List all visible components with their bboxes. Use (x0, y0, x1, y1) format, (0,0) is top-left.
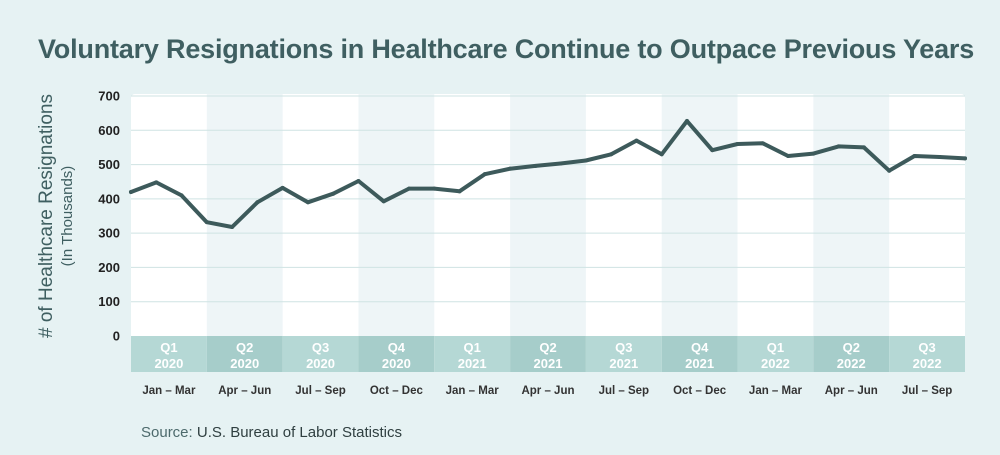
quarter-year-label: 2022 (913, 356, 942, 371)
quarter-band (737, 336, 814, 372)
y-tick-label: 600 (98, 123, 120, 138)
data-point (508, 166, 513, 171)
quarter-band (510, 336, 586, 372)
quarter-year-label: 2020 (382, 356, 411, 371)
quarter-label: Q1 (767, 340, 784, 355)
data-point (735, 142, 740, 146)
quarter-band (585, 336, 662, 372)
quarter-band (358, 336, 435, 372)
quarter-label: Q1 (464, 340, 481, 355)
data-point (963, 156, 967, 161)
quarter-label: Q2 (843, 340, 860, 355)
month-range-label: Jul – Sep (902, 385, 953, 397)
quarter-label: Q2 (236, 340, 253, 355)
data-point (811, 151, 816, 156)
source-note: Source: U.S. Bureau of Labor Statistics (141, 424, 402, 441)
source-text: U.S. Bureau of Labor Statistics (196, 424, 402, 441)
data-point (609, 152, 614, 157)
quarter-year-label: 2021 (609, 356, 638, 371)
month-range-label: Jul – Sep (599, 385, 650, 397)
quarter-label: Q4 (388, 340, 406, 355)
quarter-label: Q3 (615, 340, 632, 355)
y-axis-sublabel: (In Thousands) (59, 166, 76, 267)
quarter-band (889, 336, 965, 372)
month-range-label: Jul – Sep (295, 385, 346, 397)
y-tick-label: 300 (98, 226, 120, 241)
quarter-label: Q3 (918, 340, 935, 355)
quarter-band (661, 336, 738, 372)
month-range-label: Apr – Jun (521, 385, 574, 397)
y-tick-label: 400 (98, 191, 120, 206)
quarter-year-label: 2021 (458, 356, 487, 371)
data-point (432, 186, 437, 191)
data-point (558, 161, 563, 166)
data-point (381, 199, 386, 204)
series-line (129, 119, 967, 229)
data-point (861, 145, 866, 150)
quarter-label: Q1 (160, 340, 177, 355)
data-point (331, 191, 336, 196)
data-point (305, 200, 310, 205)
quarter-band (206, 336, 283, 372)
data-point (887, 168, 892, 173)
data-point (154, 180, 159, 185)
quarter-year-label: 2020 (230, 356, 259, 371)
data-point (280, 185, 285, 190)
y-tick-label: 500 (98, 157, 120, 172)
data-point (407, 186, 411, 191)
month-range-label: Oct – Dec (673, 385, 727, 397)
quarter-year-label: 2021 (685, 356, 714, 371)
quarter-label: Q4 (691, 340, 709, 355)
month-range-label: Jan – Mar (142, 385, 196, 397)
month-range-label: Jan – Mar (446, 385, 500, 397)
data-point (533, 163, 538, 168)
y-tick-label: 200 (98, 260, 120, 275)
month-range-label: Apr – Jun (218, 385, 271, 397)
quarter-year-label: 2022 (761, 356, 790, 371)
data-point (710, 148, 715, 153)
quarter-year-label: 2022 (837, 356, 866, 371)
quarter-year-label: 2020 (154, 356, 183, 371)
quarter-label: Q3 (312, 340, 329, 355)
quarter-band (813, 336, 890, 372)
data-point (912, 154, 917, 158)
data-point (685, 119, 689, 124)
data-point (786, 154, 791, 158)
data-point (482, 172, 487, 177)
quarter-band (282, 336, 359, 372)
data-point (760, 141, 765, 146)
data-point (634, 138, 639, 143)
y-tick-label: 100 (98, 294, 120, 309)
month-range-label: Apr – Jun (825, 385, 878, 397)
quarter-column-shade (358, 94, 435, 336)
quarter-year-label: 2021 (534, 356, 563, 371)
data-point (457, 189, 462, 194)
chart-title: Voluntary Resignations in Healthcare Con… (38, 34, 975, 64)
quarter-label: Q2 (539, 340, 556, 355)
quarter-column-shade (813, 94, 890, 336)
data-point (659, 152, 664, 157)
data-point (230, 224, 235, 229)
quarter-year-label: 2020 (306, 356, 335, 371)
data-point (179, 193, 184, 198)
y-axis-label: # of Healthcare Resignations (36, 94, 57, 338)
y-tick-label: 700 (98, 89, 120, 104)
data-point (836, 144, 841, 149)
data-point (129, 190, 133, 194)
y-tick-label: 0 (113, 329, 120, 344)
data-point (204, 220, 209, 225)
quarter-column-shade (510, 94, 586, 336)
data-point (937, 155, 942, 160)
month-range-label: Jan – Mar (749, 385, 803, 397)
data-point (255, 200, 260, 205)
month-range-label: Oct – Dec (370, 385, 424, 397)
source-label: Source: (141, 424, 193, 441)
data-point (356, 179, 361, 184)
quarter-band (131, 336, 207, 372)
quarter-band (434, 336, 511, 372)
data-point (583, 158, 588, 163)
